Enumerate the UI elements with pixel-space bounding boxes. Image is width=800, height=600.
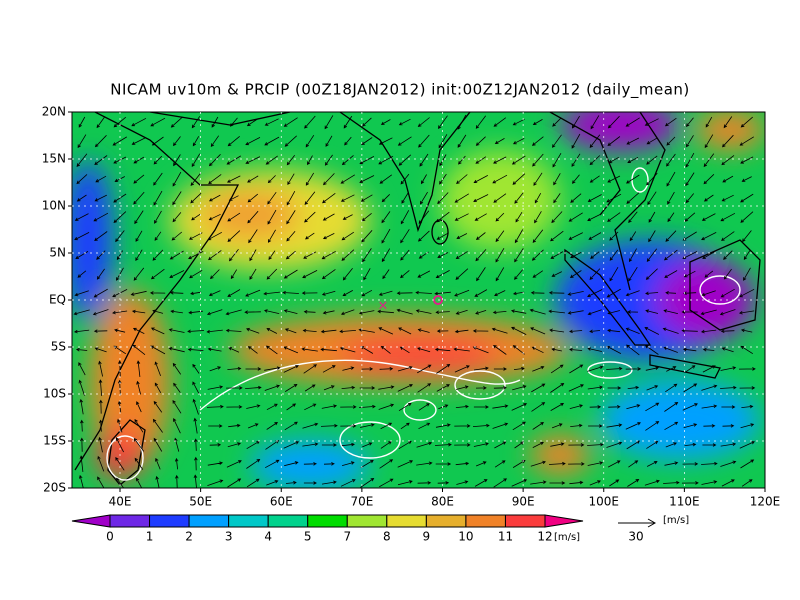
colorbar-box — [228, 514, 269, 528]
colorbar-end — [71, 514, 111, 528]
map-area: × — [72, 112, 765, 488]
lon-label: 100E — [589, 495, 620, 509]
marker: × — [378, 299, 389, 314]
colorbar-label: 12 — [537, 530, 552, 544]
lon-label: 120E — [750, 495, 781, 509]
lat-label: 20S — [43, 481, 66, 495]
colorbar-label: 7 — [343, 530, 351, 544]
lat-label: 10N — [42, 199, 66, 213]
arabia-coast — [149, 112, 291, 126]
india-coast — [339, 112, 471, 233]
wind-vectors — [73, 114, 756, 488]
lat-label: 15S — [43, 434, 66, 448]
map-title: NICAM uv10m & PRCIP (00Z18JAN2012) init:… — [110, 81, 690, 100]
lat-label: 20N — [42, 105, 66, 119]
rain-contour — [199, 359, 521, 411]
field-blob — [560, 112, 680, 150]
colorbar-box — [267, 514, 309, 528]
lat-label: 5S — [51, 340, 66, 354]
field-blob — [695, 112, 765, 150]
lon-label: 110E — [669, 495, 700, 509]
rain-contour — [106, 435, 144, 481]
colorbar-box — [425, 514, 467, 528]
colorbar-box — [386, 514, 427, 528]
lat-label: 10S — [43, 387, 66, 401]
colorbar-box — [188, 514, 230, 528]
field-blob — [340, 339, 500, 371]
sri-lanka — [431, 219, 449, 245]
colorbar-box — [504, 514, 546, 528]
field-blob — [90, 290, 170, 470]
colorbar-box — [346, 514, 388, 528]
lat-label: EQ — [49, 293, 66, 307]
rain-contour — [339, 421, 401, 459]
rain-contour — [587, 361, 633, 379]
field-blob — [200, 190, 300, 240]
rain-contour — [699, 275, 741, 305]
colorbar-label: 2 — [185, 530, 193, 544]
lon-label: 50E — [189, 495, 212, 509]
lat-label: 5N — [49, 246, 66, 260]
lon-label: 80E — [431, 495, 454, 509]
lat-label: 15N — [42, 152, 66, 166]
colorbar-unit: [m/s] — [554, 532, 580, 543]
colorbar-box — [465, 514, 506, 528]
field-blob — [600, 380, 760, 460]
borneo — [689, 239, 761, 331]
colorbar: 0 1 2 3 4 5 7 8 9 10 11 12 — [71, 514, 584, 544]
axes: 20N 15N 10N 5N EQ 5S 10S 15S 20S 40E 50E 60E 70E 80E 9… — [42, 105, 781, 509]
field-blob — [440, 150, 560, 250]
colorbar-end — [544, 514, 584, 528]
rain-contour — [454, 370, 506, 400]
colorbar-box — [149, 514, 190, 528]
colorbar-label: 8 — [383, 530, 391, 544]
colorbar-label: 9 — [423, 530, 431, 544]
vector-key-label: 30 — [628, 530, 643, 544]
rain-contour — [403, 399, 437, 421]
lon-label: 90E — [512, 495, 535, 509]
colorbar-box — [109, 514, 151, 528]
colorbar-label: 4 — [264, 530, 272, 544]
vector-key-unit: [m/s] — [663, 515, 689, 526]
field-blob — [72, 160, 113, 320]
vector-key-arrow — [647, 518, 657, 528]
colorbar-label: 10 — [458, 530, 473, 544]
java — [649, 354, 721, 379]
colorbar-label: 0 — [106, 530, 114, 544]
sumatra — [564, 248, 652, 346]
colorbar-box — [307, 514, 348, 528]
colorbar-label: 11 — [498, 530, 513, 544]
indochina-coast — [614, 112, 666, 291]
lon-label: 70E — [350, 495, 373, 509]
lon-label: 40E — [109, 495, 132, 509]
lon-label: 60E — [270, 495, 293, 509]
colorbar-label: 3 — [225, 530, 233, 544]
colorbar-label: 1 — [146, 530, 154, 544]
colorbar-label: 5 — [304, 530, 312, 544]
burma-coast — [549, 112, 621, 216]
